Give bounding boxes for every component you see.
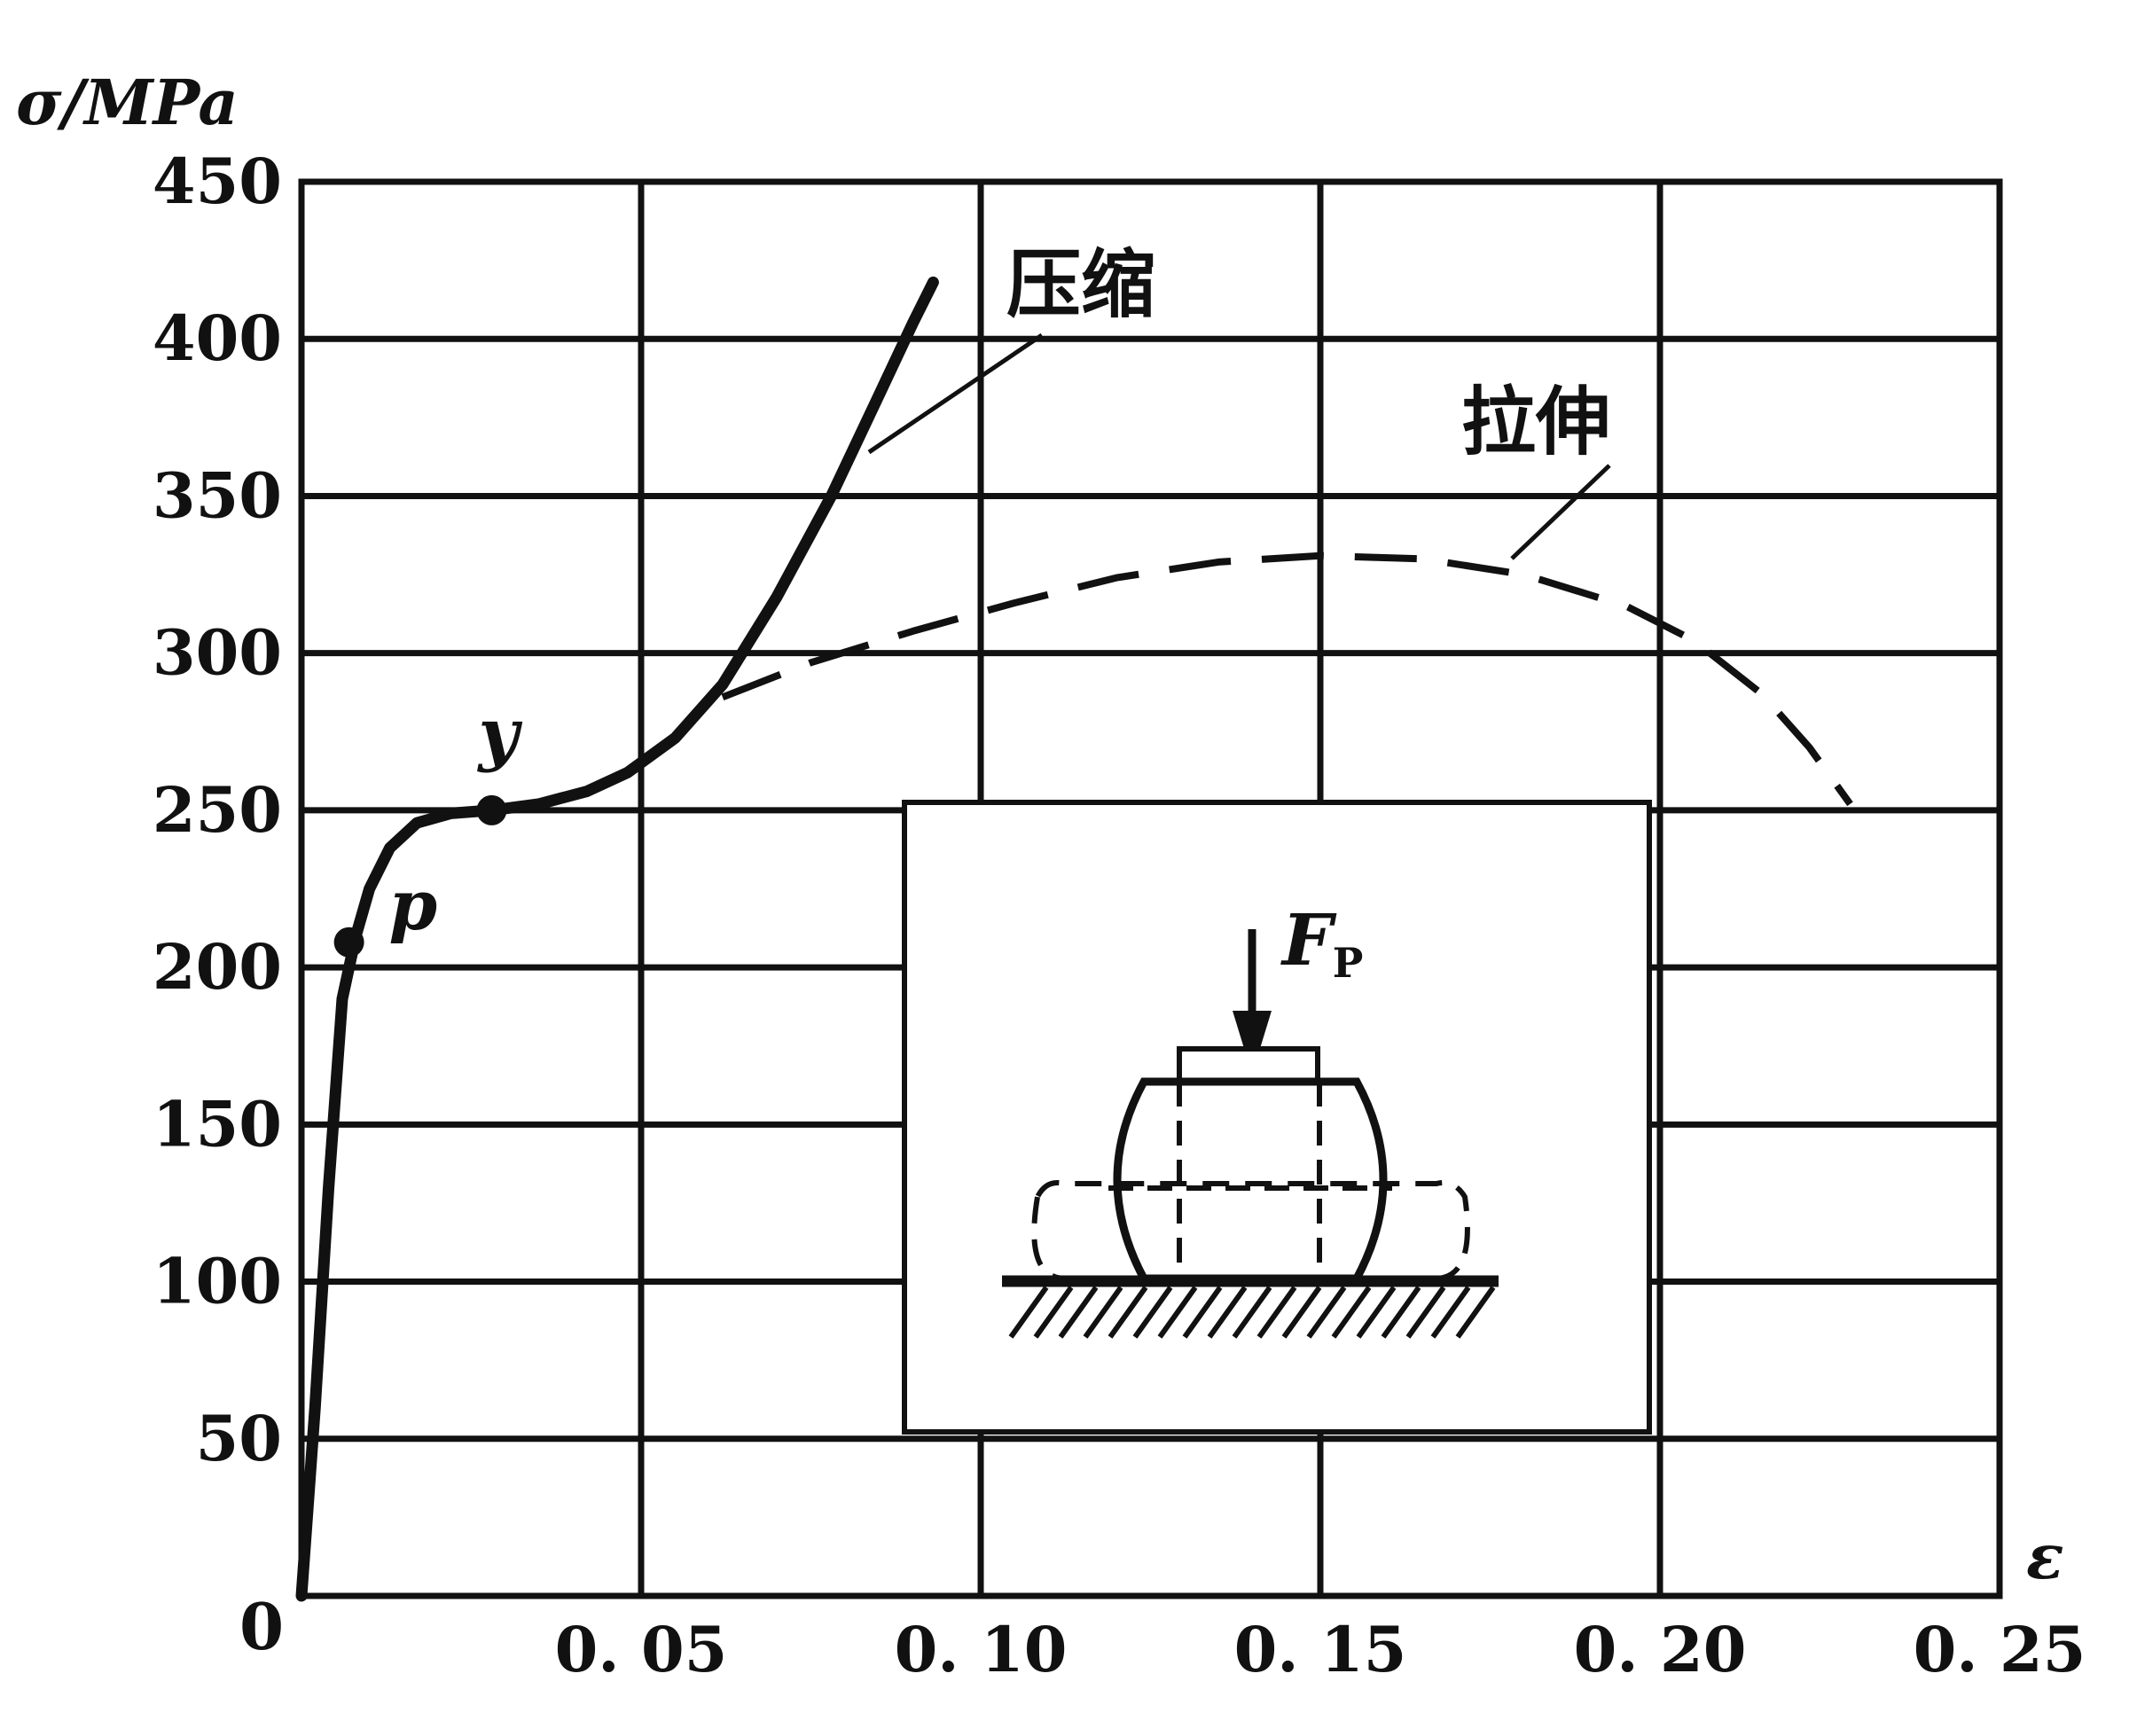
loading-platen [1177,1046,1320,1084]
hatch-stroke [1157,1286,1198,1339]
hatch-stroke [1232,1286,1272,1339]
point-marker-y [476,794,507,825]
hatch-stroke [1083,1286,1123,1339]
hatch-stroke [1033,1286,1074,1339]
y-tick-label: 50 [196,1402,282,1475]
hatch-stroke [1356,1286,1397,1339]
ground-hatching [1008,1286,1496,1339]
hatch-stroke [1008,1286,1049,1339]
hatch-stroke [1381,1286,1421,1339]
y-tick-label: 300 [153,616,282,690]
hatch-stroke [1132,1286,1173,1339]
point-layer: py [333,693,522,958]
x-tick-label: 0. 25 [1914,1613,2086,1686]
y-axis-label: σ/MPa [16,66,239,139]
hatch-stroke [1331,1286,1372,1339]
x-axis-label: ε [2026,1520,2064,1593]
origin-label: 0 [239,1589,284,1664]
series-layer [295,276,1853,1602]
series-line-compression [295,276,939,1602]
x-tick-label: 0. 10 [895,1613,1068,1686]
series-label-compression: 压缩 [1006,240,1155,328]
x-tick-label: 0. 15 [1234,1613,1407,1686]
y-tick-label: 400 [153,301,282,375]
force-label: FP [1280,898,1363,987]
x-tick-label: 0. 20 [1574,1613,1747,1686]
hatch-stroke [1058,1286,1099,1339]
hatch-stroke [1207,1286,1248,1339]
hatch-stroke [1405,1286,1446,1339]
tension-leader-line [1510,464,1611,560]
compression-leader-line [867,332,1044,455]
hatch-stroke [1256,1286,1297,1339]
plot-frame [298,178,2003,1599]
y-tick-label: 350 [153,458,282,532]
y-tick-labels: 50 100 150 200 250 300 350 400 450 [153,145,282,1475]
hatch-stroke [1182,1286,1223,1339]
hatch-stroke [1108,1286,1148,1339]
y-tick-label: 150 [153,1087,282,1161]
point-marker-p [333,927,364,958]
hatch-stroke [1455,1286,1496,1339]
hatch-stroke [1430,1286,1471,1339]
inset-specimen-diagram: FP [1002,898,1499,1339]
inset-panel [902,800,1652,1435]
y-tick-label: 100 [153,1245,282,1318]
y-tick-label: 200 [153,930,282,1004]
hatch-stroke [1281,1286,1322,1339]
point-label-p: p [389,865,438,946]
point-label-y: y [476,693,522,774]
y-tick-label: 450 [153,145,282,218]
hatch-stroke [1306,1286,1347,1339]
original-specimen-dashed-outline [1031,1180,1470,1281]
y-tick-label: 250 [153,773,282,847]
series-line-tension [721,551,1853,807]
x-tick-labels: 0. 05 0. 10 0. 15 0. 20 0. 25 [555,1613,2086,1686]
series-label-tension: 拉伸 [1461,378,1610,465]
x-tick-label: 0. 05 [555,1613,728,1686]
force-arrow-head [1233,1011,1272,1075]
